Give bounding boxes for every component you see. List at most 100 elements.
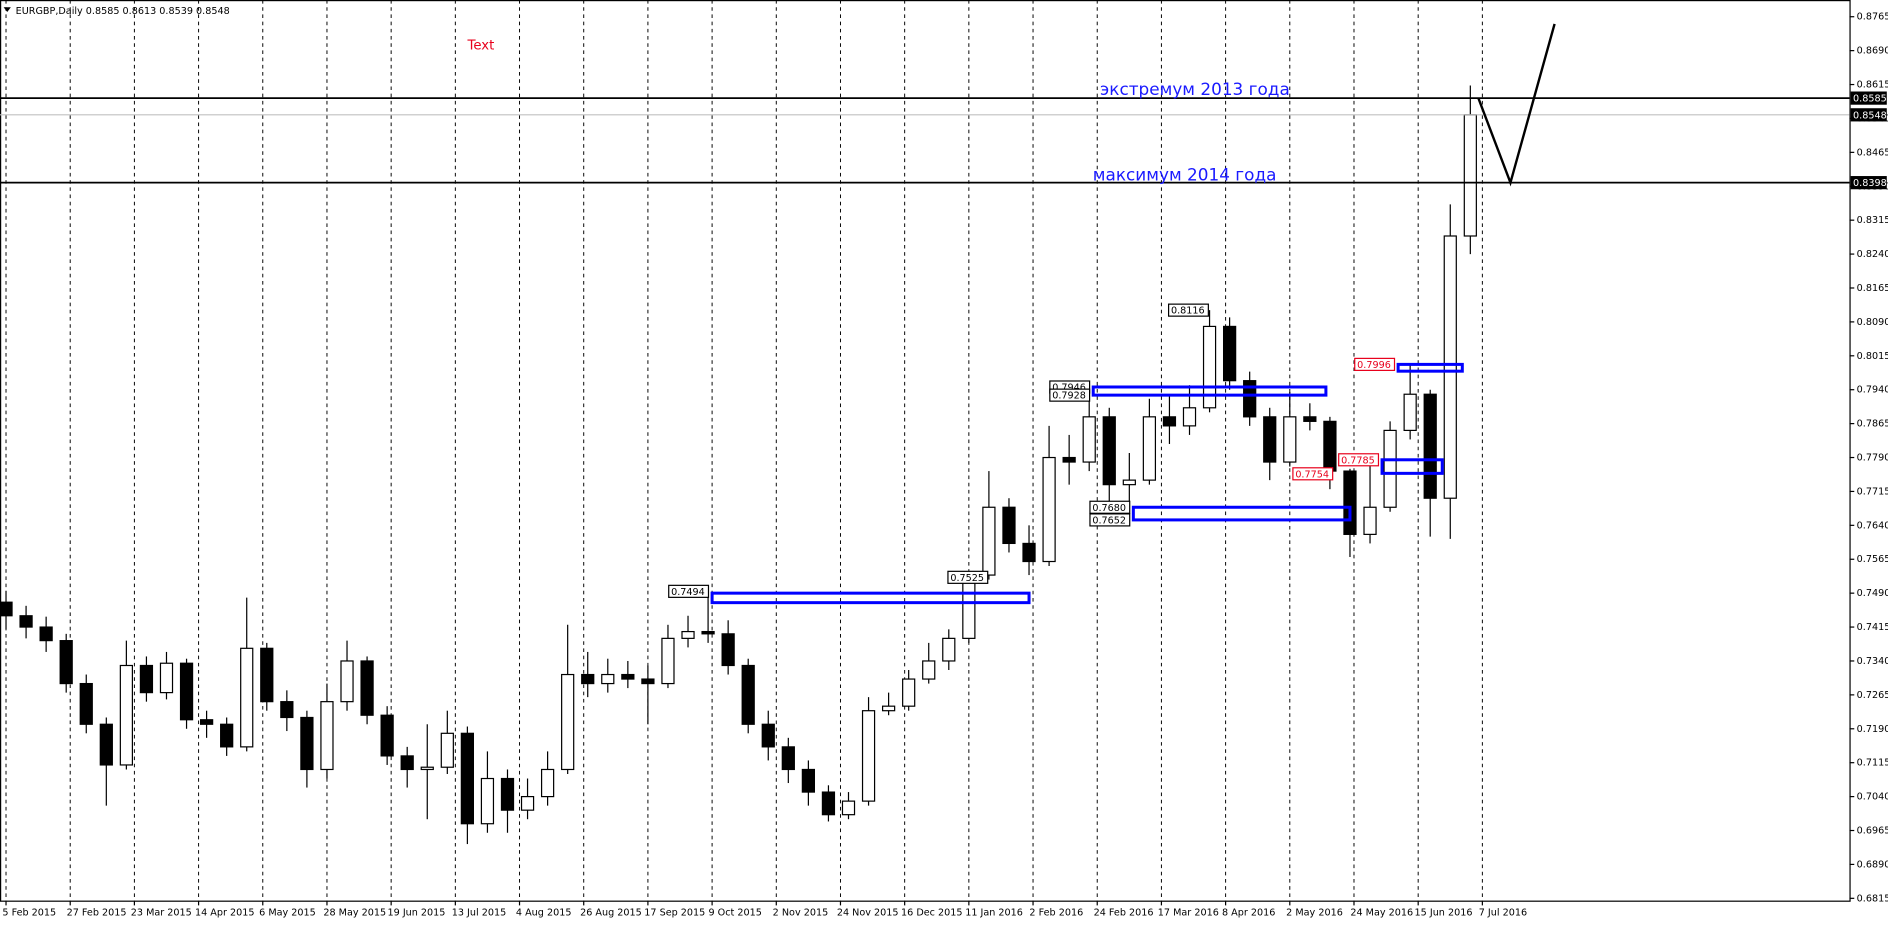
x-tick-label: 19 Jun 2015 [388, 908, 446, 919]
price-label-box [1049, 388, 1091, 402]
candle-body [1343, 470, 1357, 535]
x-tick-label: 7 Jul 2016 [1479, 908, 1527, 919]
level-axis-box [1850, 108, 1887, 122]
candle-body [19, 615, 33, 628]
x-tick-label: 13 Jul 2015 [452, 908, 506, 919]
x-tick-label: 6 May 2015 [259, 908, 316, 919]
price-label-box [668, 584, 710, 598]
y-tick-label: 0.6890 [1857, 859, 1888, 870]
price-label-box [1338, 453, 1380, 467]
candle-body [79, 682, 93, 725]
zone [1091, 385, 1328, 397]
y-tick-label: 0.7340 [1857, 656, 1888, 667]
candle-body [902, 678, 916, 707]
price-label: 0.7946 [1052, 383, 1086, 394]
y-tick-label: 0.7640 [1857, 520, 1888, 531]
menu-triangle[interactable] [3, 7, 11, 13]
y-tick-label: 0.7865 [1857, 419, 1888, 430]
y-tick-label: 0.7265 [1857, 690, 1888, 701]
candle-body [1022, 542, 1036, 563]
candle-body [179, 662, 194, 721]
annotation: экстремум 2013 года [1100, 79, 1290, 99]
candle-body [220, 723, 234, 748]
x-tick-label: 11 Jan 2016 [965, 908, 1023, 919]
y-tick-label: 0.7565 [1857, 554, 1888, 565]
plot-frame [0, 0, 1851, 902]
y-tick-label: 0.8240 [1857, 249, 1888, 260]
candle-body [781, 746, 795, 771]
x-tick-label: 23 Mar 2015 [131, 908, 192, 919]
price-label: 0.7754 [1295, 469, 1329, 480]
level-axis-label: 0.8398 [1853, 178, 1887, 189]
candle-body [99, 723, 113, 766]
candle-body [59, 640, 73, 685]
candle-body [601, 673, 615, 685]
candle-body [741, 664, 755, 725]
price-label: 0.7680 [1092, 503, 1126, 514]
candle-body [701, 630, 715, 635]
candle-body [1082, 416, 1096, 463]
candle-body [1162, 416, 1177, 427]
candle-body [942, 637, 956, 662]
candle-body [1142, 416, 1157, 481]
y-tick-label: 0.6965 [1857, 826, 1888, 837]
candle-body [1002, 506, 1016, 545]
candle-body [199, 719, 214, 725]
candle-body [159, 662, 174, 694]
x-tick-label: 24 Nov 2015 [837, 908, 899, 919]
price-label: 0.8116 [1171, 306, 1205, 317]
candle-body [360, 660, 374, 716]
y-tick-label: 0.8690 [1857, 46, 1888, 57]
price-label-box [1089, 500, 1131, 514]
candle-body [982, 506, 996, 576]
candle-body [460, 732, 475, 825]
x-tick-label: 15 Jun 2016 [1415, 908, 1473, 919]
candle-body [400, 755, 414, 771]
y-tick-label: 0.8015 [1857, 351, 1888, 362]
price-label-box [947, 570, 989, 584]
y-tick-label: 0.7115 [1857, 758, 1888, 769]
candle-body [139, 664, 154, 694]
candle-body [1443, 235, 1457, 499]
x-tick-label: 17 Sep 2015 [644, 908, 705, 919]
chart-title: EURGBP,Daily 0.8585 0.8613 0.8539 0.8548 [16, 6, 230, 17]
candle-body [1403, 393, 1417, 431]
price-label-box [1292, 467, 1334, 481]
price-label: 0.7785 [1341, 455, 1375, 466]
x-tick-label: 2 Nov 2015 [773, 908, 829, 919]
zone [1131, 505, 1352, 522]
candle-body [280, 701, 294, 719]
candle-body [300, 716, 314, 771]
annotation: максимум 2014 года [1093, 164, 1277, 184]
price-label: 0.7652 [1092, 516, 1126, 527]
price-label-box [1167, 303, 1209, 317]
y-tick-label: 0.6815 [1857, 893, 1888, 904]
x-tick-label: 27 Feb 2015 [67, 908, 127, 919]
candle-body [1243, 380, 1257, 418]
candle-body [962, 574, 976, 639]
candle-body [1182, 407, 1197, 427]
y-tick-label: 0.7415 [1857, 622, 1888, 633]
level-axis-label: 0.8585 [1853, 94, 1887, 105]
projection-line [1477, 23, 1556, 187]
candle-body [1383, 429, 1397, 508]
zone [1396, 362, 1464, 373]
candle-body [1423, 393, 1437, 499]
level-axis-label: 0.8548 [1853, 110, 1887, 121]
zone [710, 591, 1031, 605]
y-tick-label: 0.7940 [1857, 385, 1888, 396]
candle-body [861, 710, 876, 802]
candle-body [1122, 479, 1136, 486]
candle-body [540, 768, 555, 798]
candle-body [260, 647, 274, 703]
candle-body [420, 766, 434, 771]
x-tick-label: 9 Oct 2015 [708, 908, 761, 919]
x-tick-label: 16 Dec 2015 [901, 908, 962, 919]
price-label-box [1089, 513, 1131, 527]
x-tick-label: 28 May 2015 [323, 908, 386, 919]
price-label: 0.7928 [1052, 391, 1086, 402]
price-label: 0.7996 [1357, 360, 1391, 371]
candle-body [581, 673, 595, 685]
candle-body [1463, 114, 1477, 237]
